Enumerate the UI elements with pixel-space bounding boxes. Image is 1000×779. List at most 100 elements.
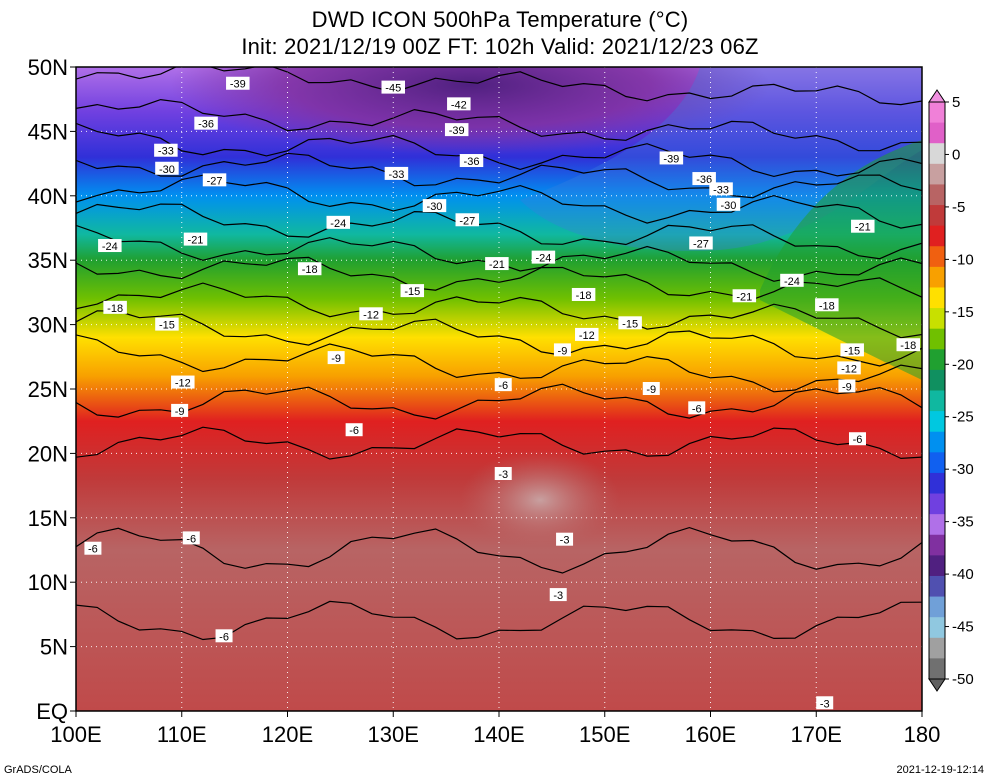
- contour-label: -3: [494, 467, 512, 481]
- contour-label-text: -6: [219, 631, 229, 643]
- contour-label-text: -6: [88, 544, 98, 556]
- colorbar-tick-label: -5: [952, 199, 965, 216]
- contour-label: -30: [422, 199, 447, 213]
- y-tick-label: EQ: [36, 699, 68, 724]
- contour-label: -6: [84, 541, 102, 556]
- colorbar-tick-label: -30: [952, 461, 974, 478]
- contour-label-box: [642, 382, 660, 395]
- contour-label-text: -12: [175, 378, 191, 390]
- contour-label-text: -33: [158, 146, 174, 158]
- contour-label: -15: [840, 343, 864, 357]
- contour-label-box: [202, 173, 227, 187]
- colorbar: 5 0 -5 -10 -15 -20 -25 -30 -35 -40 -45 -50: [928, 89, 974, 692]
- colorbar-tick-label: -45: [952, 619, 974, 636]
- contour-label: -18: [103, 300, 127, 315]
- contour-label-text: -18: [576, 290, 592, 302]
- axes: 100E 110E 120E 130E 140E 150E 160E 170E 180 EQ 5N 1…: [28, 55, 941, 747]
- footer-left: GrADS/COLA: [4, 764, 73, 776]
- contour-label-text: -27: [207, 175, 223, 187]
- colorbar-tick-label: 0: [952, 146, 960, 163]
- contour-label-box: [155, 317, 179, 331]
- colorbar-swatch: [929, 328, 945, 350]
- contour-label: -24: [98, 239, 122, 253]
- chart-title: DWD ICON 500hPa Temperature (°C): [311, 7, 689, 32]
- contour-label: -6: [215, 629, 233, 643]
- colorbar-swatch: [929, 369, 945, 391]
- contour-label-box: [716, 197, 741, 211]
- contour-label: -21: [851, 219, 875, 234]
- contour-label: -39: [659, 151, 684, 165]
- contour-label-text: -33: [388, 169, 404, 181]
- contour-label: -27: [202, 173, 227, 187]
- contour-label-text: -24: [535, 253, 551, 265]
- plot-area: -39 -45-42-36-39-33-36 -39-30-27-33 -36-33-…: [76, 67, 922, 711]
- contour-label: -21: [183, 232, 208, 247]
- colorbar-swatch: [929, 390, 945, 412]
- contour-label-box: [215, 629, 233, 643]
- contour-label: -3: [556, 532, 574, 547]
- contour-label: -36: [459, 154, 484, 168]
- contour-label: -30: [155, 161, 179, 176]
- isotherm-line: [76, 383, 922, 420]
- contour-label-box: [183, 232, 208, 246]
- contour-label-text: -12: [841, 363, 857, 375]
- contour-label: -33: [154, 143, 178, 158]
- contour-label-box: [618, 316, 642, 330]
- colorbar-swatch: [929, 534, 945, 556]
- contour-label-box: [689, 236, 713, 250]
- contour-label-text: -36: [696, 174, 712, 186]
- isotherm-line: [76, 152, 922, 199]
- x-tick-label: 150E: [579, 722, 630, 747]
- colorbar-swatch: [929, 411, 945, 433]
- contour-label-box: [692, 172, 716, 186]
- contour-label-box: [659, 151, 684, 165]
- contour-label-box: [98, 239, 122, 253]
- contour-label-text: -15: [159, 320, 175, 332]
- contour-label: -9: [642, 382, 660, 396]
- chart-subtitle: Init: 2021/12/19 00Z FT: 102h Valid: 202…: [241, 34, 759, 59]
- isotherm-line: [76, 203, 922, 260]
- colorbar-swatch: [929, 472, 945, 495]
- contour-label-box: [444, 123, 469, 137]
- contour-label-box: [732, 289, 757, 303]
- contour-label-box: [688, 401, 706, 415]
- contour-label-box: [815, 298, 839, 312]
- contour-label-box: [422, 199, 447, 213]
- contour-label: -15: [618, 316, 642, 330]
- colorbar-tick-label: -10: [952, 251, 974, 268]
- contour-label-box: [447, 97, 471, 111]
- contour-label-text: -18: [107, 303, 123, 315]
- contour-label-text: -6: [853, 434, 863, 446]
- contour-label: -12: [837, 361, 861, 375]
- colorbar-swatch: [929, 514, 945, 536]
- colorbar-swatch: [929, 308, 945, 330]
- cold-trough-core: [170, 67, 770, 155]
- contour-label: -36: [692, 172, 716, 186]
- contour-label-box: [851, 219, 875, 233]
- contour-label: -18: [571, 287, 596, 302]
- contour-label-text: -18: [819, 300, 835, 312]
- isotherm-line: [76, 256, 922, 301]
- colorbar-swatch: [929, 452, 945, 474]
- contour-label-box: [840, 343, 864, 357]
- colorbar-swatch: [929, 349, 945, 371]
- contour-label-text: -21: [489, 259, 505, 271]
- colorbar-min-arrow: [928, 678, 946, 692]
- contour-label: -30: [716, 197, 741, 212]
- contour-label: -36: [194, 116, 218, 131]
- contour-label-box: [531, 250, 556, 264]
- contour-label: -33: [709, 182, 733, 196]
- contour-label-box: [171, 403, 189, 417]
- contour-label-text: -15: [622, 318, 638, 330]
- colorbar-swatch: [929, 658, 945, 680]
- contour-label-text: -30: [427, 201, 443, 213]
- colorbar-swatch: [929, 575, 945, 598]
- colorbar-swatch: [929, 143, 945, 165]
- contour-label: -15: [155, 317, 179, 332]
- contour-label: -3: [816, 696, 834, 710]
- isotherm-line: [76, 98, 922, 152]
- contour-label-box: [182, 531, 200, 545]
- contour-label-text: -39: [663, 153, 679, 165]
- contour-label: -9: [171, 403, 189, 418]
- contour-label-text: -24: [102, 241, 118, 253]
